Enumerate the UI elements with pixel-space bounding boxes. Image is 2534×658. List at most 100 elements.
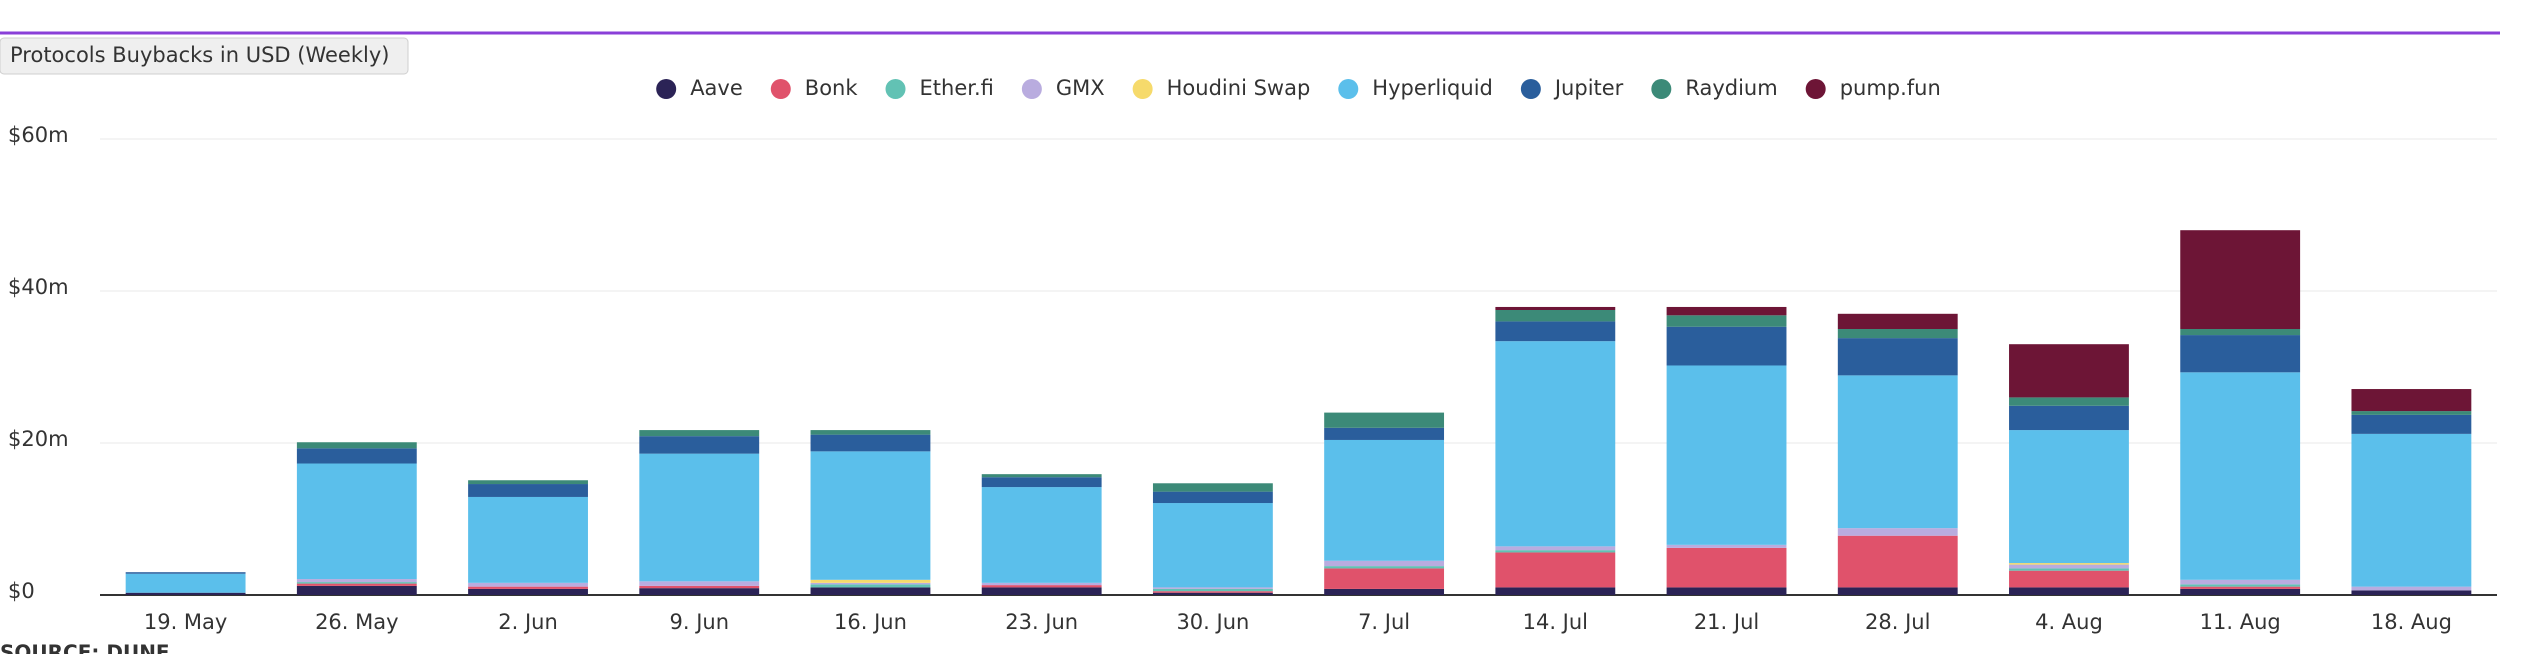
bar-segment bbox=[1152, 503, 1273, 588]
bar-segment bbox=[296, 579, 417, 583]
bar-segment bbox=[125, 573, 246, 593]
bar-segment bbox=[981, 487, 1102, 583]
bar-segment bbox=[1666, 306, 1787, 316]
bar-segment bbox=[810, 582, 931, 585]
bar-segment bbox=[1495, 321, 1616, 342]
y-tick-label: $60m bbox=[8, 123, 69, 147]
bar-segment bbox=[2009, 563, 2129, 565]
source: SOURCE: DUNE bbox=[0, 641, 170, 655]
bar-segment bbox=[639, 430, 760, 437]
bar-segment bbox=[468, 588, 588, 595]
bar-segment bbox=[639, 581, 760, 586]
bar-segment bbox=[1152, 491, 1273, 504]
legend-label: Jupiter bbox=[1553, 76, 1624, 100]
bar-segment bbox=[2180, 329, 2301, 336]
bar-segment bbox=[2009, 570, 2129, 588]
x-tick-label: 11. Aug bbox=[2200, 610, 2281, 634]
legend-label: Hyperliquid bbox=[1372, 76, 1493, 100]
bar-segment bbox=[296, 448, 417, 464]
bar-segment bbox=[1666, 365, 1787, 545]
legend-label: Houdini Swap bbox=[1167, 76, 1311, 100]
legend: Aave Bonk Ether.fi GMX Houdini Swap Hyperliqu… bbox=[656, 76, 1941, 100]
bar-segment bbox=[2180, 579, 2301, 585]
bar-segment bbox=[2180, 230, 2301, 329]
x-tick-label: 9. Jun bbox=[669, 610, 729, 634]
legend-label: Bonk bbox=[805, 76, 859, 100]
bar-segment bbox=[1324, 439, 1445, 561]
bar-segment bbox=[2351, 389, 2472, 412]
bar-segment bbox=[1666, 587, 1787, 595]
x-tick-label: 18. Aug bbox=[2371, 610, 2452, 634]
legend-marker bbox=[1520, 79, 1541, 99]
bar-segment bbox=[981, 474, 1102, 478]
bar-segment bbox=[468, 582, 588, 587]
x-tick-label: 30. Jun bbox=[1176, 610, 1249, 634]
x-tick-label: 21. Jul bbox=[1694, 610, 1759, 634]
bar-segment bbox=[296, 442, 417, 449]
bar-segment bbox=[1495, 552, 1616, 588]
x-tick-label: 2. Jun bbox=[498, 610, 558, 634]
bar-segment bbox=[1495, 341, 1616, 547]
bar-segment bbox=[468, 496, 588, 583]
bar-segment bbox=[1324, 560, 1445, 567]
legend-marker bbox=[1021, 79, 1042, 99]
bar-segment bbox=[2351, 433, 2472, 587]
y-tick-label: $20m bbox=[8, 427, 69, 451]
bar-segment bbox=[1837, 528, 1958, 536]
bar-segment bbox=[810, 434, 931, 452]
bar-segment bbox=[639, 588, 760, 595]
bar-segment bbox=[2351, 586, 2472, 591]
legend-label: pump.fun bbox=[1840, 76, 1941, 100]
bar-segment bbox=[2351, 411, 2472, 415]
bar-segment bbox=[1152, 587, 1273, 589]
bar-segment bbox=[1666, 315, 1787, 327]
bar-segment bbox=[2009, 397, 2129, 406]
legend-label: Raydium bbox=[1685, 76, 1777, 100]
bar-segment bbox=[1324, 568, 1445, 589]
bar-segment bbox=[2180, 372, 2301, 580]
x-tick-label: 23. Jun bbox=[1005, 610, 1078, 634]
legend-label: Aave bbox=[690, 76, 743, 100]
bar-segment bbox=[125, 572, 246, 574]
bar-segment bbox=[810, 451, 931, 580]
x-tick-label: 7. Jul bbox=[1358, 610, 1410, 634]
bar-segment bbox=[639, 436, 760, 454]
legend-label: GMX bbox=[1056, 76, 1105, 100]
bar-segment bbox=[296, 585, 417, 595]
bar-segment bbox=[1152, 483, 1273, 492]
bar-segment bbox=[810, 587, 931, 595]
bar-segment bbox=[1666, 544, 1787, 548]
bar-segment bbox=[468, 484, 588, 497]
bar-segment bbox=[1837, 375, 1958, 529]
bar-segment bbox=[2180, 588, 2301, 595]
legend-marker bbox=[885, 79, 906, 99]
bar-segment bbox=[125, 592, 246, 595]
bar-segment bbox=[1837, 587, 1958, 595]
bar-segment bbox=[981, 585, 1102, 588]
chart-title: Protocols Buybacks in USD (Weekly) bbox=[10, 43, 389, 67]
bar-segment bbox=[2180, 584, 2301, 587]
bar-segment bbox=[1152, 591, 1273, 593]
x-tick-label: 26. May bbox=[315, 610, 399, 634]
bar-segment bbox=[810, 430, 931, 435]
bar-segment bbox=[2180, 335, 2301, 373]
bar-segment bbox=[2009, 344, 2129, 398]
legend-marker bbox=[1132, 79, 1153, 99]
bar-segment bbox=[2009, 430, 2129, 564]
legend-label: Ether.fi bbox=[920, 76, 994, 100]
bar-segment bbox=[1495, 310, 1616, 322]
bar-segment bbox=[810, 579, 931, 583]
legend-marker bbox=[1338, 79, 1359, 99]
bar-segment bbox=[2351, 414, 2472, 434]
bar-segment bbox=[1666, 326, 1787, 366]
legend-marker bbox=[770, 79, 791, 99]
bar-segment bbox=[2009, 568, 2129, 571]
x-tick-label: 19. May bbox=[144, 610, 228, 634]
bar-segment bbox=[2009, 405, 2129, 431]
bar-segment bbox=[1324, 412, 1445, 428]
bar-segment bbox=[639, 585, 760, 589]
legend-marker bbox=[656, 79, 677, 99]
bar-segment bbox=[296, 582, 417, 584]
y-tick-label: $40m bbox=[8, 275, 69, 299]
